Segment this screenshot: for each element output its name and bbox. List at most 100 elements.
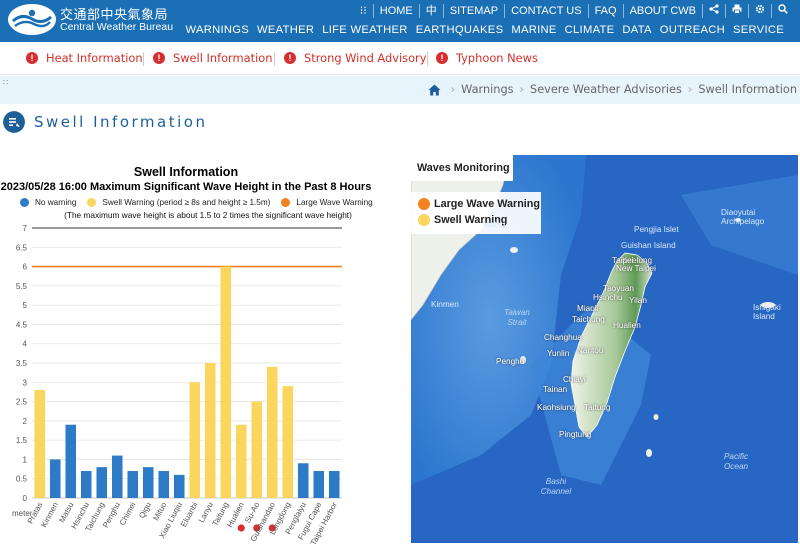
map-legend-large-wave: Large Wave Warning: [418, 198, 540, 210]
legend-label: No warning: [35, 198, 77, 207]
legend-label: Swell Warning (period ≥ 8s and height ≥ …: [102, 198, 271, 207]
warning-marker-dot: [268, 524, 276, 532]
top-link-faq[interactable]: FAQ: [587, 4, 623, 18]
map-sea-pacific-ocean: Pacific Ocean: [723, 452, 749, 471]
alert-divider: [427, 52, 428, 66]
map-label-taitung: Taitung: [584, 403, 611, 412]
nav-service[interactable]: SERVICE: [732, 24, 784, 36]
y-tick-label: 5: [23, 301, 28, 310]
alert-strong-wind-advisory[interactable]: ! Strong Wind Advisory: [284, 51, 426, 65]
nav-marine[interactable]: MARINE: [511, 24, 557, 36]
map-label-yunlin: Yunlin: [547, 349, 570, 358]
home-icon[interactable]: [428, 84, 441, 96]
chart-legend: No warning Swell Warning (period ≥ 8s an…: [20, 198, 384, 207]
top-link-home[interactable]: HOME: [372, 4, 419, 18]
map-legend: Large Wave Warning Swell Warning: [411, 192, 541, 234]
warning-marker-dot: [253, 524, 261, 532]
nav-warnings[interactable]: WARNINGS: [185, 24, 250, 36]
map-label-guishan: Guishan Island: [621, 241, 676, 250]
map-label-kinmen: Kinmen: [431, 300, 459, 309]
alert-typhoon-news[interactable]: ! Typhoon News: [436, 51, 538, 65]
bar-taipei-harbor: [328, 471, 340, 498]
print-icon[interactable]: [725, 4, 748, 18]
map-label-hualien: Hualien: [613, 321, 641, 330]
breadcrumb: › Warnings › Severe Weather Advisories ›…: [428, 83, 797, 96]
breadcrumb-separator: ›: [450, 83, 456, 96]
alert-swell-information[interactable]: ! Swell Information: [153, 51, 272, 65]
chart-note: (The maximum wave height is about 1.5 to…: [64, 210, 352, 220]
nav-outreach[interactable]: OUTREACH: [659, 24, 725, 36]
alert-heat-information[interactable]: ! Heat Information: [26, 51, 143, 65]
map-legend-label: Large Wave Warning: [434, 198, 540, 210]
page-title-chat-icon: [3, 111, 25, 133]
y-tick-label: 2: [23, 417, 28, 426]
nav-data[interactable]: DATA: [622, 24, 652, 36]
y-tick-label: 0: [23, 494, 28, 503]
bar-su-ao: [251, 401, 263, 498]
top-link-sitemap[interactable]: SITEMAP: [442, 4, 504, 18]
bar-lanyu: [204, 363, 216, 498]
y-tick-label: 3.5: [16, 359, 28, 368]
nav-weather[interactable]: WEATHER: [257, 24, 315, 36]
nav-life-weather[interactable]: LIFE WEATHER: [322, 24, 408, 36]
alert-exclamation-icon: !: [26, 52, 38, 64]
bar-pratas: [34, 390, 46, 498]
y-tick-label: 6.5: [16, 243, 28, 252]
x-tick-label: Qigu: [137, 501, 153, 520]
accesskey-handle[interactable]: ∷: [3, 78, 8, 87]
settings-gear-icon[interactable]: [748, 4, 771, 18]
alert-label: Strong Wind Advisory: [304, 51, 427, 65]
breadcrumb-separator: ›: [519, 83, 525, 96]
breadcrumb-advisories[interactable]: Severe Weather Advisories: [530, 83, 682, 96]
share-icon[interactable]: [702, 4, 725, 18]
bar-mituo: [158, 471, 170, 498]
alert-label: Heat Information: [46, 51, 143, 65]
top-link-chinese[interactable]: 中: [418, 4, 443, 18]
breadcrumb-current: Swell Information: [698, 83, 797, 96]
bar-taitung: [220, 266, 232, 498]
swell-chart-panel: Swell Information 2023/05/28 16:00 Maxim…: [0, 155, 373, 545]
chart-title: Swell Information: [133, 165, 239, 179]
map-label-matsu: Matsu: [483, 220, 506, 229]
breadcrumb-warnings[interactable]: Warnings: [461, 83, 514, 96]
map-label-tainan: Tainan: [543, 385, 568, 394]
bar-taichung: [96, 467, 108, 498]
search-icon[interactable]: [771, 4, 794, 18]
nav-climate[interactable]: CLIMATE: [564, 24, 615, 36]
bar-kinmen: [49, 459, 61, 498]
y-tick-label: 0.5: [16, 475, 28, 484]
bar-chimei: [127, 471, 139, 498]
map-title: Waves Monitoring: [411, 155, 513, 181]
y-tick-label: 1: [23, 455, 28, 464]
y-tick-label: 6: [23, 263, 28, 272]
map-legend-swell: Swell Warning: [418, 214, 507, 226]
bar-hsinchu: [80, 471, 92, 498]
bar-eluanbi: [189, 382, 201, 498]
map-legend-swatch-yellow: [418, 214, 430, 226]
legend-swatch-blue: [20, 198, 29, 207]
breadcrumb-bar: ∷ › Warnings › Severe Weather Advisories…: [0, 76, 800, 104]
map-label-changhua: Changhua: [544, 333, 582, 342]
map-label-kaohsiung: Kaohsiung: [537, 403, 576, 412]
top-link-contact[interactable]: CONTACT US: [504, 4, 588, 18]
alert-exclamation-icon: !: [153, 52, 165, 64]
breadcrumb-separator: ›: [687, 83, 693, 96]
map-label-nantou: Nantou: [577, 346, 604, 355]
nav-earthquakes[interactable]: EARTHQUAKES: [415, 24, 504, 36]
cwb-logo-icon[interactable]: [7, 3, 57, 36]
y-tick-label: 4.5: [16, 320, 28, 329]
alert-label: Typhoon News: [456, 51, 538, 65]
map-label-pengjia-islet: Pengjia Islet: [634, 225, 679, 234]
legend-no-warning[interactable]: No warning: [20, 198, 76, 207]
y-tick-label: 4: [23, 340, 28, 349]
legend-swell-warning[interactable]: Swell Warning (period ≥ 8s and height ≥ …: [87, 198, 270, 207]
alert-exclamation-icon: !: [284, 52, 296, 64]
y-tick-label: 3: [23, 378, 28, 387]
map-label-yilan: Yilan: [629, 296, 647, 305]
grid-menu-icon[interactable]: ⁝⁝: [359, 5, 367, 17]
legend-large-wave-warning[interactable]: Large Wave Warning: [281, 198, 373, 207]
y-tick-label: 5.5: [16, 282, 28, 291]
map-label-taipei: Taipei: [612, 256, 634, 265]
top-link-about[interactable]: ABOUT CWB: [622, 4, 702, 18]
waves-monitoring-map[interactable]: Waves Monitoring Large Wave Warning Swel…: [411, 155, 798, 543]
